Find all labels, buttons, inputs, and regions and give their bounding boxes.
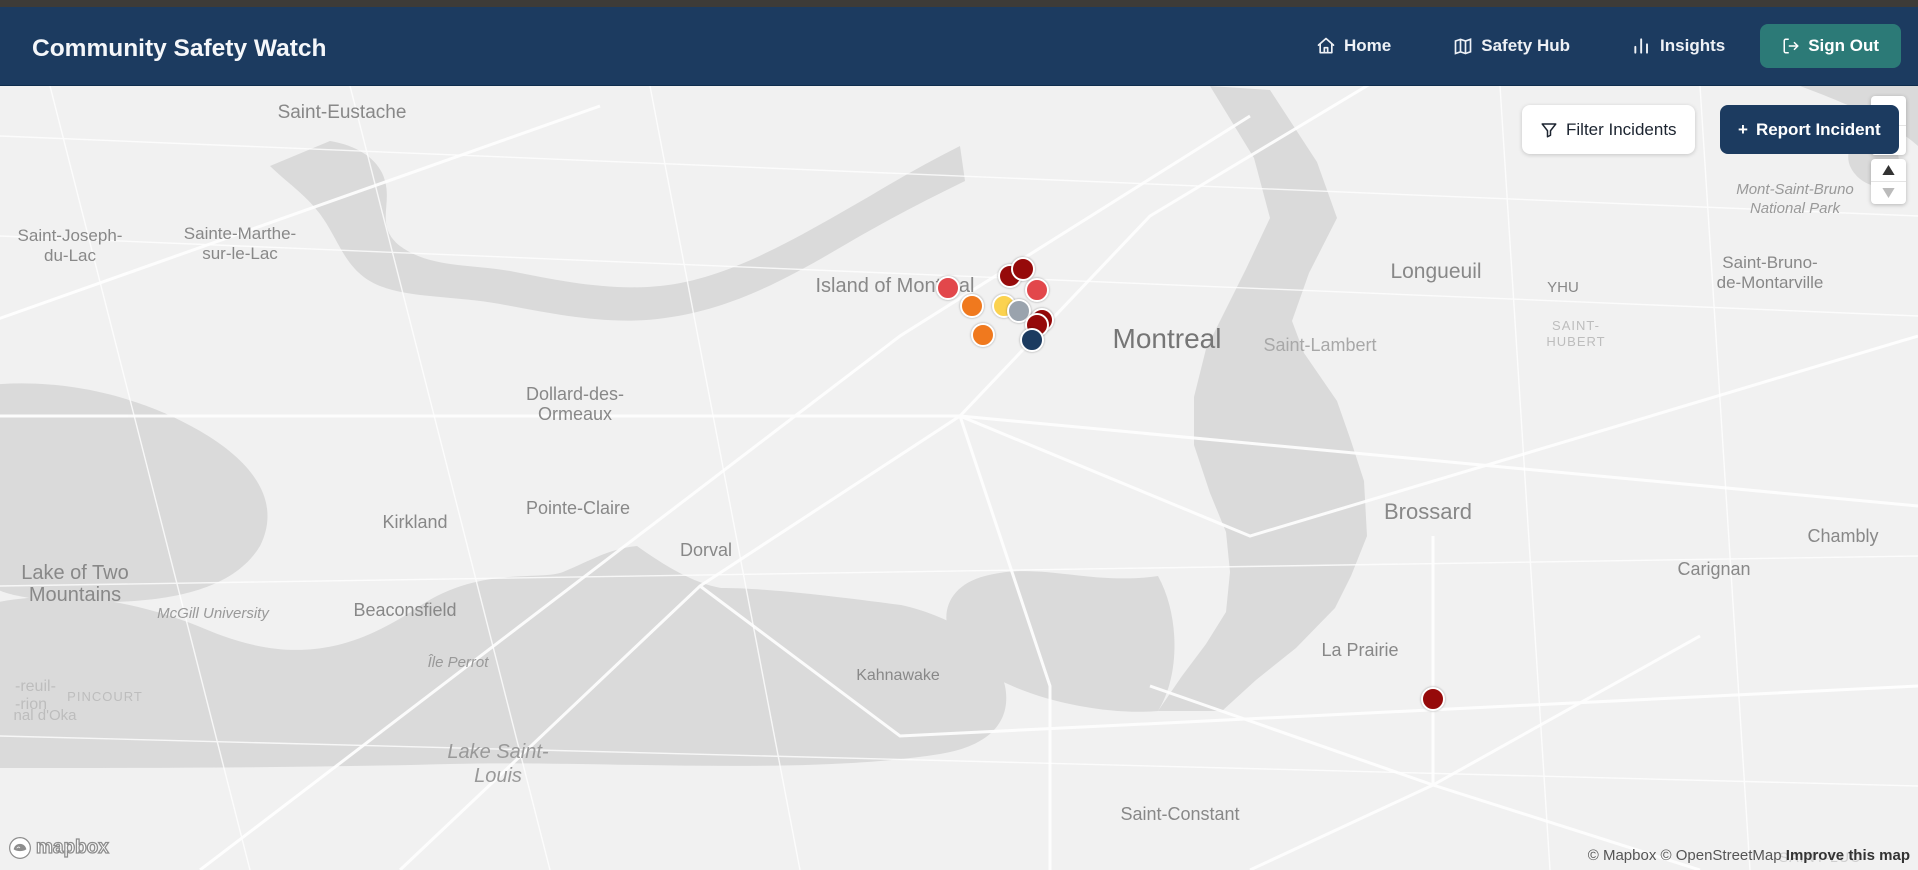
svg-text:Dorval: Dorval: [680, 540, 732, 560]
svg-text:Carignan: Carignan: [1677, 559, 1750, 579]
svg-text:Saint-Constant: Saint-Constant: [1120, 804, 1239, 824]
svg-text:SAINT-: SAINT-: [1552, 318, 1600, 333]
svg-text:YHU: YHU: [1547, 279, 1579, 296]
svg-text:Saint-Eustache: Saint-Eustache: [278, 102, 407, 123]
svg-text:de-Montarville: de-Montarville: [1717, 273, 1824, 292]
svg-text:Lake Saint-: Lake Saint-: [447, 741, 549, 763]
svg-text:Saint-Bruno-: Saint-Bruno-: [1722, 253, 1817, 272]
svg-text:-reuil-: -reuil-: [15, 678, 56, 695]
svg-text:Mountains: Mountains: [29, 584, 121, 606]
svg-text:Brossard: Brossard: [1384, 499, 1472, 524]
svg-text:Pointe-Claire: Pointe-Claire: [526, 498, 630, 518]
svg-text:Mont-Saint-Bruno: Mont-Saint-Bruno: [1736, 181, 1854, 198]
svg-text:Saint-Lambert: Saint-Lambert: [1263, 335, 1376, 355]
svg-text:Kahnawake: Kahnawake: [856, 667, 940, 684]
svg-text:Louis: Louis: [474, 765, 522, 787]
svg-text:Dollard-des-: Dollard-des-: [526, 384, 624, 404]
svg-text:Longueuil: Longueuil: [1390, 260, 1481, 283]
svg-text:nal d'Oka: nal d'Oka: [14, 707, 78, 724]
svg-text:Sainte-Marthe-: Sainte-Marthe-: [184, 224, 296, 243]
svg-text:Ormeaux: Ormeaux: [538, 404, 612, 424]
svg-text:Montreal: Montreal: [1113, 323, 1222, 354]
svg-text:PINCOURT: PINCOURT: [67, 689, 143, 704]
svg-text:Lake of Two: Lake of Two: [21, 562, 128, 584]
svg-text:Kirkland: Kirkland: [382, 512, 447, 532]
svg-text:La Prairie: La Prairie: [1321, 640, 1398, 660]
svg-text:McGill University: McGill University: [157, 605, 270, 622]
svg-text:Saint-Joseph-: Saint-Joseph-: [18, 226, 123, 245]
svg-text:National Park: National Park: [1750, 200, 1842, 217]
svg-text:du-Lac: du-Lac: [44, 246, 96, 265]
svg-text:sur-le-Lac: sur-le-Lac: [202, 244, 278, 263]
svg-text:HUBERT: HUBERT: [1546, 334, 1605, 349]
svg-text:Chambly: Chambly: [1807, 526, 1878, 546]
svg-text:Île Perrot: Île Perrot: [428, 654, 490, 671]
svg-text:Beaconsfield: Beaconsfield: [353, 600, 456, 620]
